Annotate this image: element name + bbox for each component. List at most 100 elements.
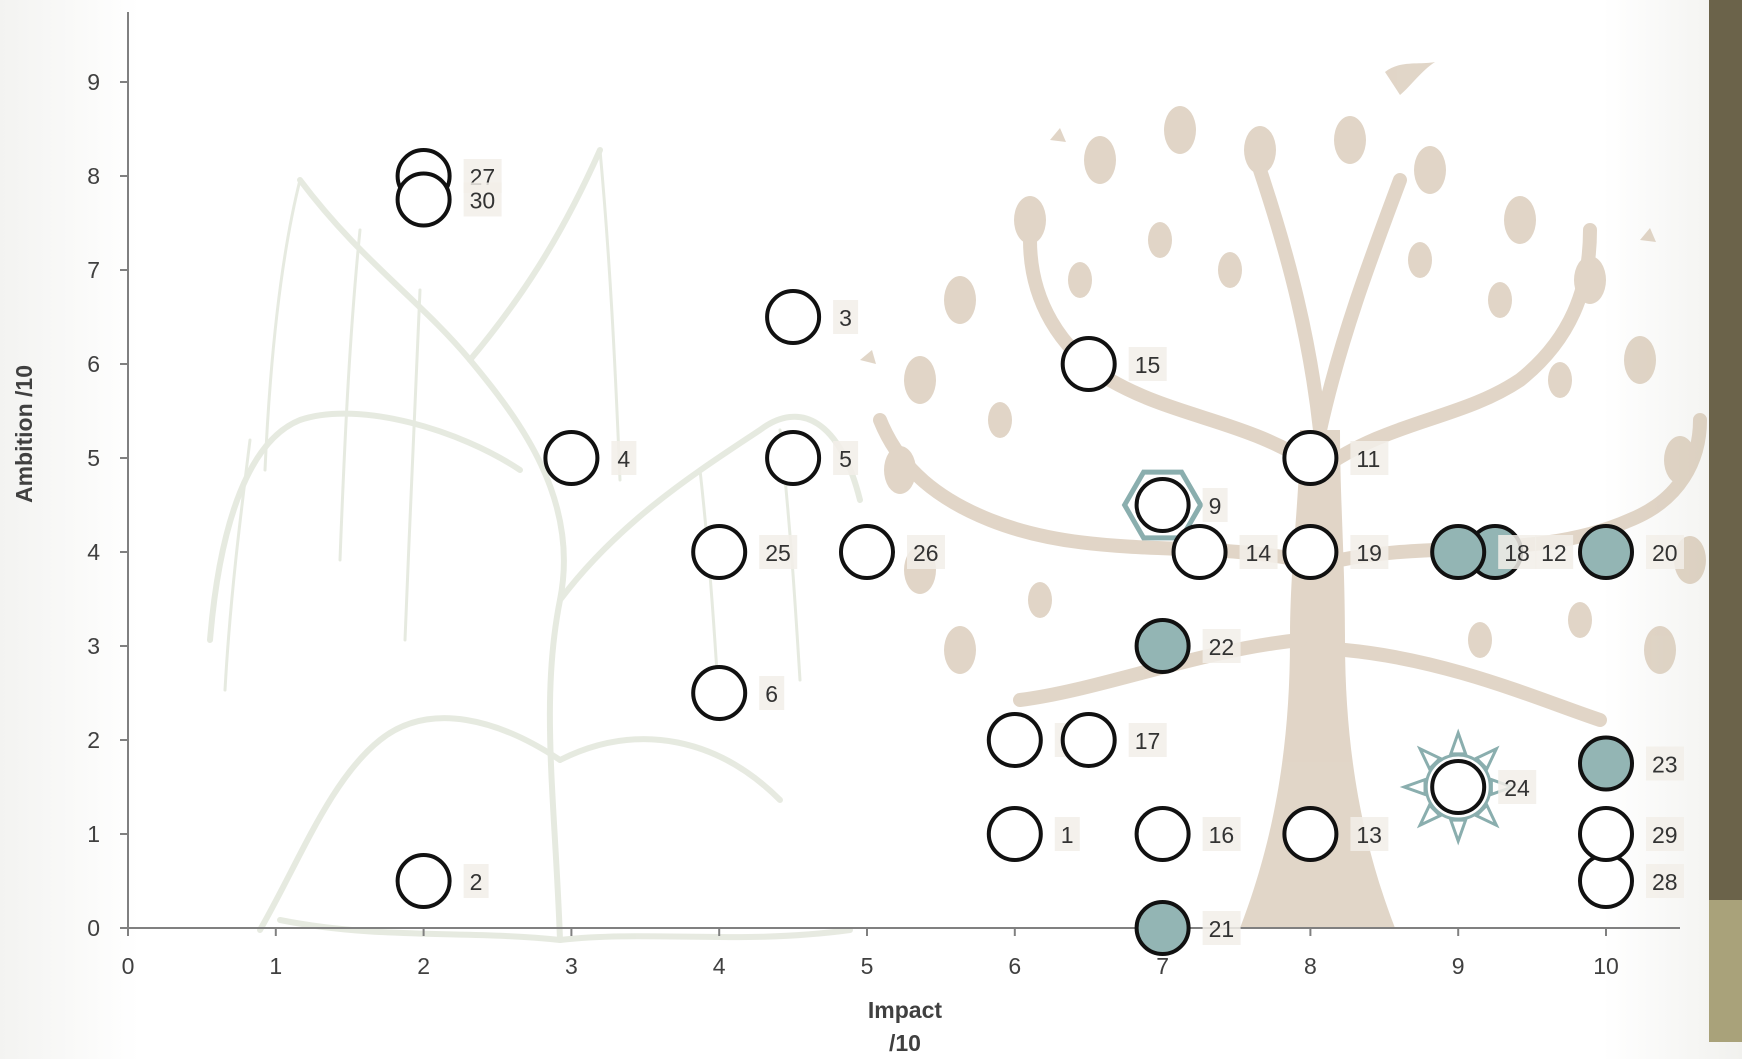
sun-ray-marker	[1416, 745, 1443, 772]
x-tick-label: 4	[713, 953, 726, 979]
data-label-backing	[1202, 911, 1241, 945]
data-point: 14	[1171, 524, 1278, 580]
sun-ring-marker	[1424, 753, 1492, 821]
x-tick-label: 1	[269, 953, 282, 979]
data-point-marker	[1060, 712, 1117, 768]
data-label-backing	[1202, 488, 1228, 522]
data-point-marker	[1134, 806, 1191, 862]
data-label-backing	[1646, 817, 1684, 851]
x-tick-label: 10	[1593, 953, 1619, 979]
data-label-backing	[1350, 535, 1389, 569]
data-point-marker	[691, 665, 748, 721]
x-tick-label: 5	[861, 953, 874, 979]
data-label-backing	[1054, 817, 1080, 851]
y-tick-label: 5	[87, 445, 100, 471]
data-point: 28	[1578, 853, 1684, 909]
y-tick-label: 7	[87, 257, 100, 283]
data-point-label: 11	[1356, 446, 1380, 472]
data-point-label: 21	[1209, 916, 1235, 942]
data-point-marker	[1282, 430, 1339, 486]
data-point-label: 20	[1652, 540, 1678, 566]
data-label-backing	[1350, 441, 1389, 475]
x-tick-label: 3	[565, 953, 578, 979]
data-point-marker	[986, 806, 1043, 862]
data-point-label: 22	[1209, 634, 1235, 660]
data-point: 25	[691, 524, 798, 580]
data-point: 22	[1134, 618, 1241, 674]
data-point: 18	[1430, 524, 1537, 580]
y-tick-label: 9	[87, 69, 100, 95]
data-point-label: 23	[1652, 752, 1678, 778]
data-point-label: 19	[1356, 540, 1382, 566]
y-axis-title: Ambition /10	[11, 365, 37, 503]
sun-ray-marker	[1448, 728, 1468, 756]
y-tick-label: 4	[87, 539, 100, 565]
data-point-marker	[1134, 900, 1191, 956]
data-label-backing	[1239, 535, 1278, 569]
data-point-marker	[839, 524, 895, 580]
data-point-marker	[1060, 336, 1117, 392]
x-tick-label: 0	[122, 953, 135, 979]
data-label-backing	[1498, 770, 1537, 804]
data-point-label: 25	[765, 540, 791, 566]
data-point: 29	[1578, 806, 1684, 862]
data-label-backing	[1202, 817, 1241, 851]
data-point: 4	[543, 430, 637, 486]
data-point-marker	[1430, 759, 1487, 815]
sun-ray-marker	[1473, 745, 1500, 772]
data-point-label: 4	[617, 446, 630, 472]
data-point-marker	[1578, 524, 1634, 580]
sun-ray-marker	[1473, 802, 1500, 829]
data-point: 24	[1399, 728, 1537, 846]
data-label-backing	[1535, 535, 1574, 569]
data-point: 23	[1578, 735, 1684, 792]
sun-ray-marker	[1416, 802, 1443, 829]
data-point-marker	[1578, 806, 1634, 862]
data-label-backing	[1646, 864, 1684, 898]
data-point: 26	[839, 524, 945, 580]
data-point: 16	[1134, 806, 1241, 862]
data-point-marker	[1282, 524, 1339, 580]
data-point: 30	[395, 171, 502, 228]
leafy-tree-illustration	[860, 62, 1707, 928]
data-label-backing	[1498, 535, 1537, 569]
data-point: 17	[1060, 712, 1167, 768]
y-tick-label: 1	[87, 821, 100, 847]
x-tick-label: 2	[417, 953, 430, 979]
data-label-backing	[759, 676, 785, 710]
data-point-marker	[1134, 477, 1191, 533]
data-label-backing	[907, 535, 945, 569]
data-label-backing	[1128, 347, 1167, 381]
data-point: 20	[1578, 524, 1684, 580]
data-label-backing	[1202, 629, 1241, 663]
x-axis-title-line: /10	[889, 1030, 921, 1056]
data-point-label: 29	[1652, 822, 1678, 848]
data-point-label: 3	[839, 305, 852, 331]
data-point-label: 28	[1652, 869, 1678, 895]
data-label-backing	[463, 182, 502, 217]
sun-ray-marker	[1399, 777, 1427, 797]
y-tick-label: 6	[87, 351, 100, 377]
data-label-backing	[833, 300, 859, 334]
data-point-marker	[691, 524, 748, 580]
x-tick-label: 6	[1008, 953, 1021, 979]
data-point-marker	[986, 712, 1043, 768]
data-point-label: 30	[470, 188, 496, 214]
data-point-marker	[1430, 524, 1487, 580]
right-accent-bar	[1709, 0, 1742, 900]
data-point-label: 18	[1504, 540, 1530, 566]
x-tick-label: 7	[1156, 953, 1169, 979]
data-point: 2	[395, 853, 489, 909]
data-point-marker	[395, 853, 452, 909]
data-point-marker	[765, 289, 822, 345]
y-tick-label: 0	[87, 915, 100, 941]
data-point-marker	[1578, 735, 1634, 792]
data-label-backing	[833, 441, 859, 475]
y-tick-label: 2	[87, 727, 100, 753]
data-label-backing	[759, 535, 798, 569]
data-point-marker	[395, 171, 452, 228]
data-point-label: 9	[1209, 493, 1222, 519]
data-label-backing	[1128, 723, 1167, 757]
data-label-backing	[1646, 535, 1684, 569]
